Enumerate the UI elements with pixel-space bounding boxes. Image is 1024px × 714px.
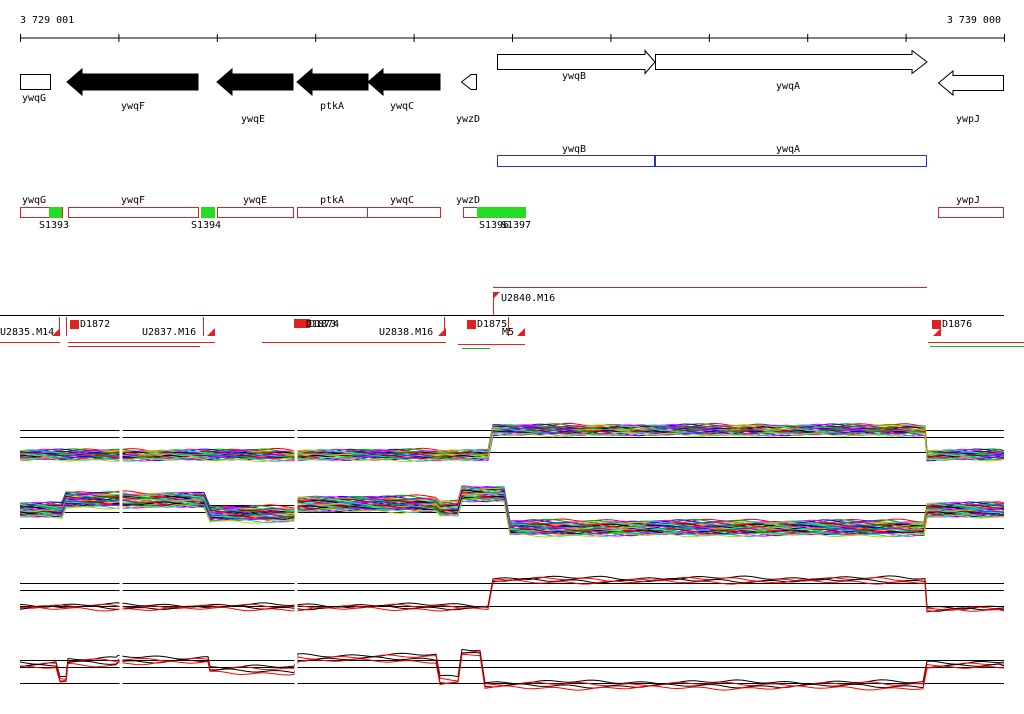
gene-label: ywzD [456, 114, 480, 125]
gene-arrow [460, 74, 477, 90]
segment-label: ywqG [22, 195, 46, 206]
operon-box [497, 155, 927, 167]
terminator-mark [467, 320, 476, 329]
profile-line [19, 579, 1005, 613]
promoter-flag [517, 328, 525, 336]
site-label: S1397 [501, 220, 531, 231]
gene-label: ywqA [776, 81, 800, 92]
gene-arrow [367, 67, 441, 97]
transcript-label: U2840.M16 [501, 293, 555, 304]
promoter-flag [207, 328, 215, 336]
terminator-mark [294, 319, 310, 328]
segment-label: ywpJ [956, 195, 980, 206]
profile-line [19, 498, 1005, 538]
profile-line [20, 650, 1005, 687]
promoter-stem [203, 317, 204, 336]
ruler-end: 3 739 000 [947, 15, 1001, 26]
transcript-label: D1875 [477, 319, 507, 330]
site-box [201, 207, 215, 218]
gene-label: ywqF [121, 101, 145, 112]
gene-arrow [497, 49, 656, 75]
transcript-label: U2838.M16 [379, 327, 433, 338]
profile-line [20, 431, 1005, 462]
profile-line [19, 648, 1005, 685]
ruler: 3 729 001 3 739 000 [20, 15, 1005, 42]
promoter-flag [933, 328, 941, 336]
transcript-label: M5 [502, 327, 514, 338]
profile-line [19, 431, 1005, 463]
promoter-flag [52, 328, 60, 336]
profile-line [19, 653, 1005, 691]
expression-profiles [19, 415, 1005, 698]
gene-arrow [655, 49, 928, 75]
transcript-marks [52, 317, 941, 336]
transcript-label: D1874 [309, 319, 339, 330]
segment-label: ywqE [243, 195, 267, 206]
gene-label: ptkA [320, 101, 344, 112]
terminator-mark [70, 320, 79, 329]
operon-label: ywqA [776, 144, 800, 155]
segment-box [68, 207, 199, 218]
promoter-stem [59, 317, 60, 336]
segment-box [297, 207, 368, 218]
site-label: S1393 [39, 220, 69, 231]
promoter-stem [444, 317, 445, 336]
gene-arrow [216, 67, 294, 97]
transcript-spans [0, 342, 1024, 349]
site-box [49, 207, 62, 218]
terminator-mark [932, 320, 941, 329]
ruler-start: 3 729 001 [20, 15, 74, 26]
segment-box [20, 207, 63, 218]
gene-arrow [937, 69, 1004, 97]
site-track [49, 207, 526, 218]
segment-label: ywqF [121, 195, 145, 206]
transcript-label: D1872 [80, 319, 110, 330]
segment-track [20, 207, 1004, 218]
gene-label: ywqE [241, 114, 265, 125]
transcript-label: U2837.M16 [142, 327, 196, 338]
gene-label: ywpJ [956, 114, 980, 125]
promoter-stem [66, 317, 67, 336]
transcript-track [0, 287, 1024, 349]
segment-box [463, 207, 478, 218]
segment-label: ywzD [456, 195, 480, 206]
operon-label: ywqB [562, 144, 586, 155]
ruler-ticks [20, 34, 1005, 42]
promoter-stem [508, 317, 509, 336]
segment-box [938, 207, 1004, 218]
gene-arrow [66, 67, 199, 97]
segment-label: ywqC [390, 195, 414, 206]
gene-label: ywqC [390, 101, 414, 112]
site-label: S1396 [479, 220, 509, 231]
site-box [477, 207, 526, 218]
segment-label: ptkA [320, 195, 344, 206]
transcript-label: D1873 [306, 319, 336, 330]
segment-box [217, 207, 294, 218]
transcript-flag [494, 292, 500, 298]
profile-line [19, 575, 1005, 610]
transcript-label: D1876 [942, 319, 972, 330]
segment-box [367, 207, 441, 218]
gene-track [20, 49, 1004, 97]
transcript-label: U2835.M14 [0, 327, 54, 338]
profile-line [19, 576, 1005, 611]
gene-arrow [296, 67, 369, 97]
gene-label: ywqG [22, 93, 46, 104]
gene-label: ywqB [562, 71, 586, 82]
site-label: S1394 [191, 220, 221, 231]
gene-box [20, 74, 51, 90]
